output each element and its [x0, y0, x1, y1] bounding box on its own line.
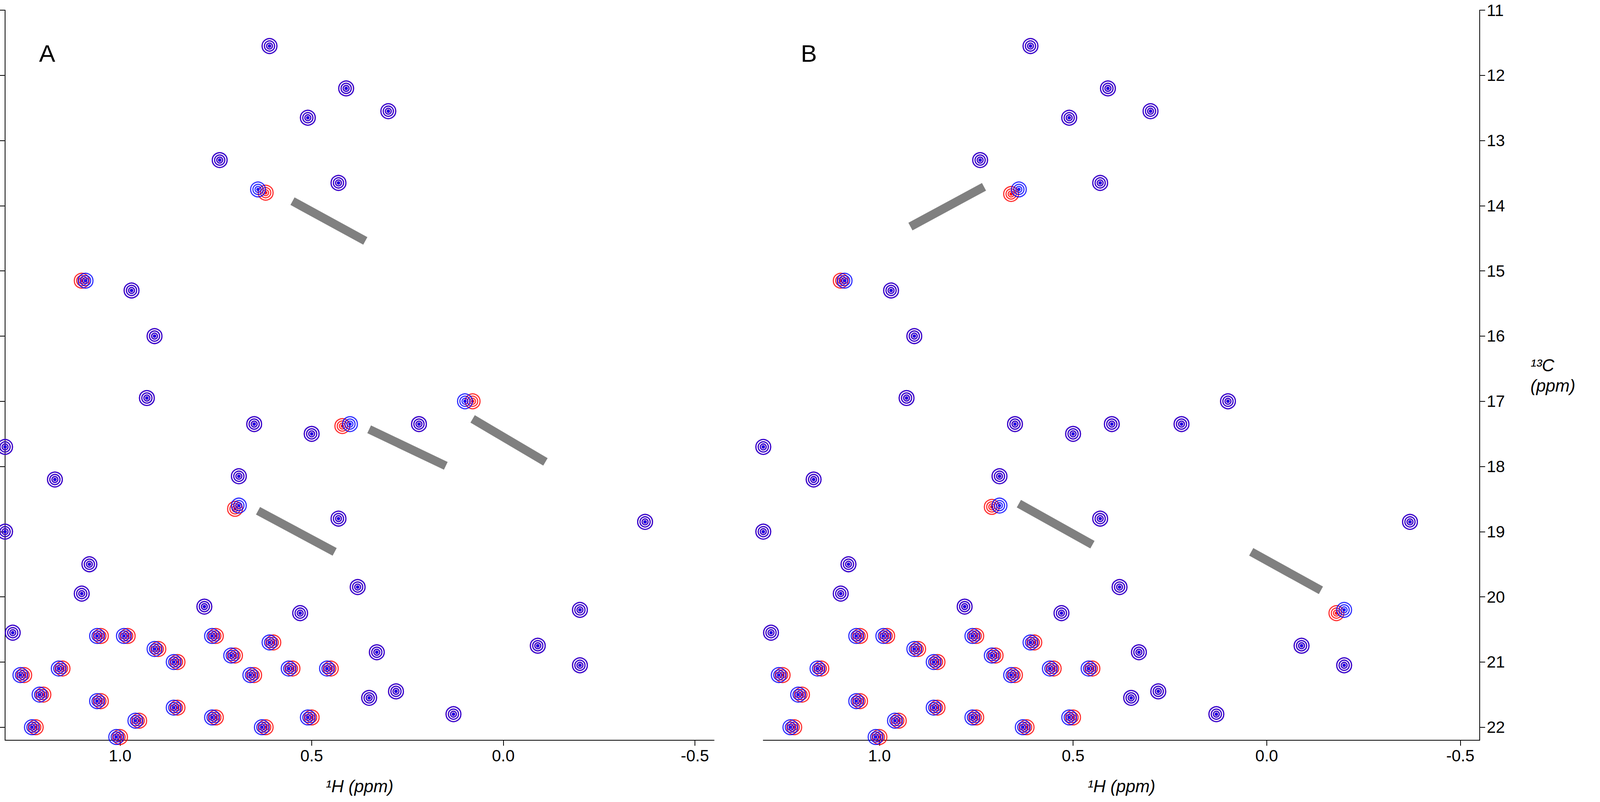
svg-text:16: 16 — [1486, 326, 1506, 345]
svg-text:0.5: 0.5 — [300, 746, 324, 765]
svg-text:¹H (ppm): ¹H (ppm) — [325, 776, 394, 796]
svg-text:14: 14 — [1486, 196, 1506, 215]
svg-text:A: A — [39, 39, 56, 67]
svg-text:0.0: 0.0 — [491, 746, 515, 765]
svg-text:¹³C: ¹³C — [1530, 355, 1555, 375]
svg-text:13: 13 — [1486, 131, 1506, 150]
svg-text:-0.5: -0.5 — [680, 746, 709, 765]
svg-text:15: 15 — [1486, 261, 1506, 281]
svg-text:18: 18 — [1486, 457, 1506, 476]
svg-text:17: 17 — [1486, 391, 1506, 411]
svg-text:-0.5: -0.5 — [1446, 746, 1475, 765]
svg-text:12: 12 — [1486, 66, 1506, 85]
svg-text:B: B — [800, 39, 817, 67]
svg-text:20: 20 — [1486, 587, 1506, 606]
svg-text:1.0: 1.0 — [108, 746, 132, 765]
svg-text:21: 21 — [1486, 652, 1506, 671]
svg-text:22: 22 — [1486, 717, 1506, 736]
svg-text:¹H (ppm): ¹H (ppm) — [1087, 776, 1156, 796]
svg-text:11: 11 — [1486, 1, 1504, 20]
svg-text:1.0: 1.0 — [867, 746, 891, 765]
svg-text:19: 19 — [1486, 522, 1506, 541]
svg-text:(ppm): (ppm) — [1530, 375, 1576, 395]
svg-text:0.5: 0.5 — [1061, 746, 1085, 765]
svg-text:0.0: 0.0 — [1255, 746, 1279, 765]
